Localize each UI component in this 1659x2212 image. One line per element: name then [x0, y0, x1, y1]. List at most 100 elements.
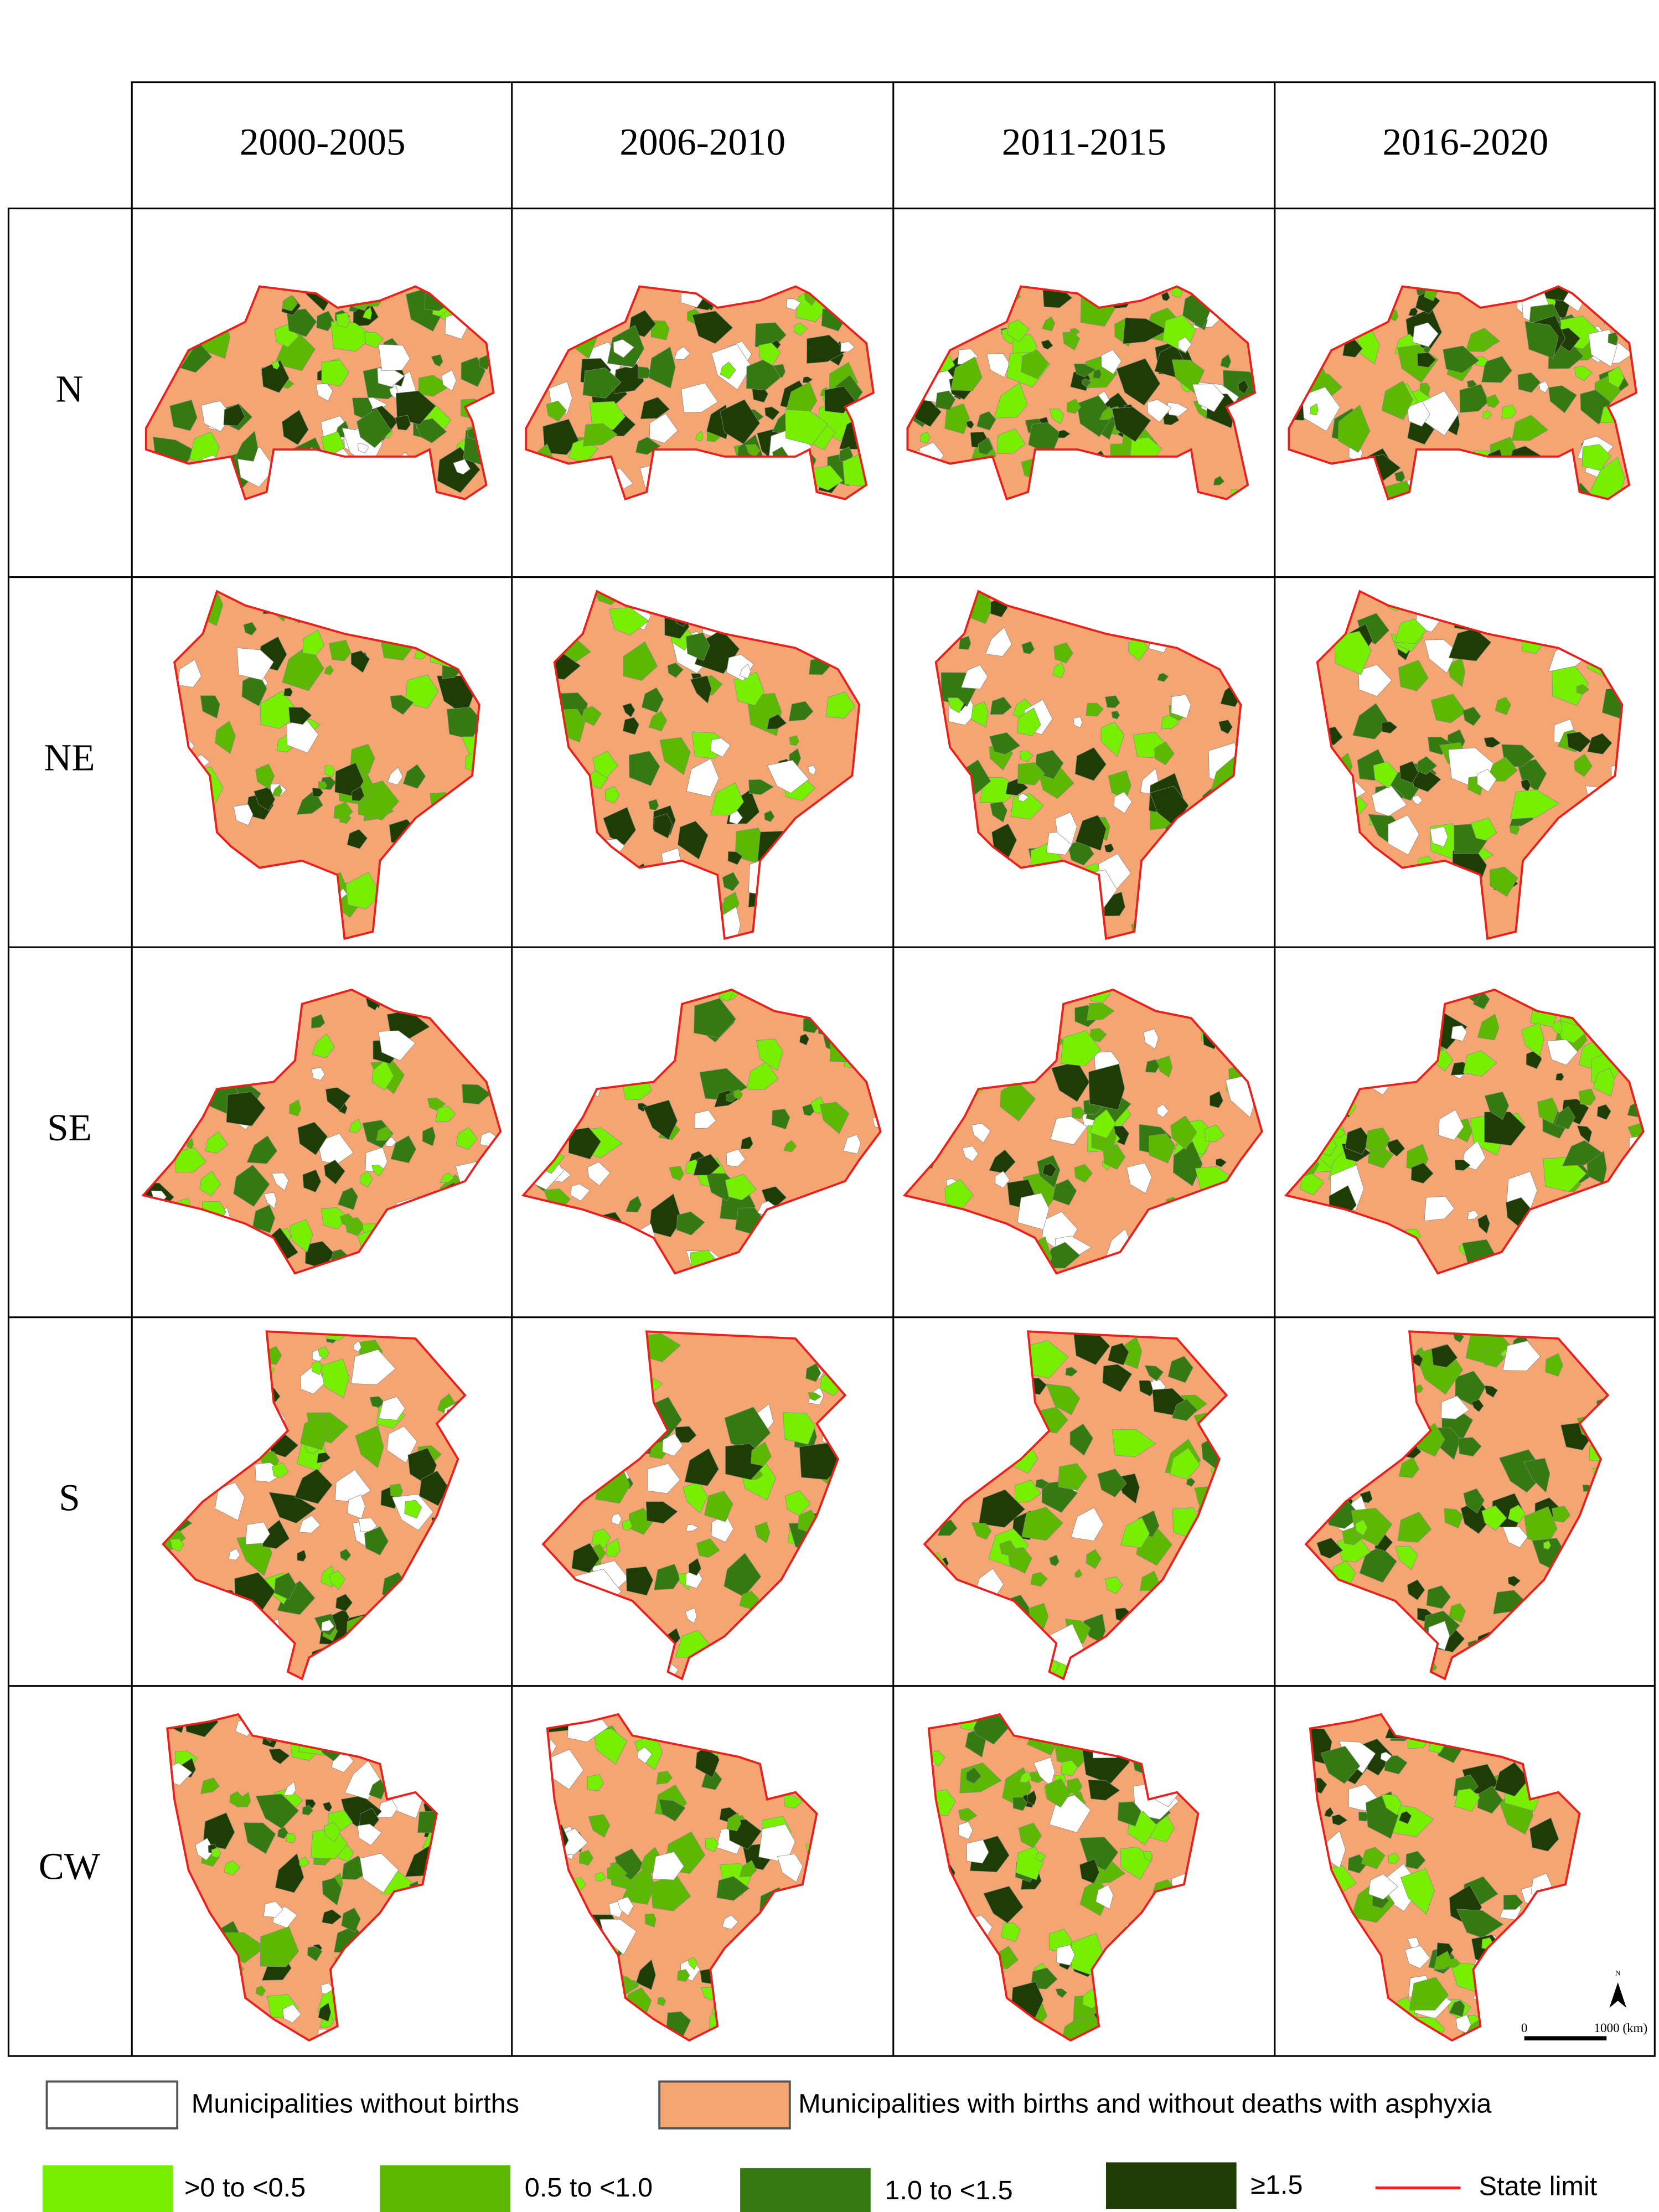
municipality — [1310, 1947, 1325, 1961]
municipality — [211, 1847, 221, 1858]
municipality — [1104, 695, 1120, 709]
municipality — [1204, 1572, 1227, 1603]
municipality — [846, 856, 860, 872]
municipality — [855, 1208, 869, 1221]
municipality — [272, 1462, 289, 1478]
municipality — [330, 321, 375, 352]
municipality — [1373, 1387, 1411, 1423]
municipality — [1603, 1181, 1624, 1202]
municipality — [1221, 599, 1241, 622]
municipality — [706, 1646, 738, 1673]
municipality — [929, 1232, 954, 1259]
municipality — [622, 863, 654, 906]
municipality — [1056, 1945, 1075, 1966]
municipality — [966, 1839, 989, 1864]
municipality — [907, 286, 934, 317]
municipality — [675, 1426, 697, 1443]
municipality — [160, 1104, 190, 1129]
municipality — [621, 1014, 649, 1042]
municipality — [547, 1632, 578, 1652]
municipality — [792, 1227, 819, 1250]
municipality — [554, 1078, 593, 1105]
municipality — [622, 1519, 633, 1531]
municipality — [1149, 1241, 1162, 1258]
municipality — [611, 1513, 622, 1526]
municipality — [1573, 1208, 1599, 1232]
municipality — [1107, 1342, 1129, 1366]
municipality — [247, 1379, 274, 1420]
municipality — [1552, 665, 1589, 706]
municipality — [1371, 1994, 1386, 2012]
municipality — [200, 1777, 220, 1794]
municipality — [192, 1965, 229, 1992]
municipality — [209, 1962, 222, 1978]
municipality — [334, 1955, 345, 1971]
municipality — [379, 611, 402, 643]
municipality — [1067, 1777, 1083, 1795]
legend-label: 0.5 to <1.0 — [525, 2173, 653, 2203]
municipality — [337, 607, 372, 634]
municipality — [1517, 372, 1541, 393]
municipality — [824, 841, 847, 875]
municipality — [1332, 457, 1363, 497]
municipality — [1117, 1801, 1141, 1827]
municipality — [302, 1805, 314, 1816]
municipality — [233, 804, 254, 826]
municipality — [359, 1171, 373, 1188]
municipality — [174, 797, 209, 825]
municipality — [1555, 1072, 1564, 1081]
municipality — [571, 1543, 600, 1573]
municipality — [1366, 1127, 1391, 1153]
municipality — [562, 797, 578, 814]
municipality — [1377, 1335, 1389, 1350]
municipality — [321, 1653, 347, 1679]
municipality — [949, 1227, 984, 1264]
municipality — [587, 1161, 611, 1186]
municipality — [1146, 1993, 1163, 2013]
municipality — [203, 1812, 235, 1849]
municipality — [720, 361, 736, 379]
municipality — [1358, 1811, 1369, 1822]
municipality — [260, 878, 270, 888]
municipality — [1075, 815, 1107, 851]
municipality — [403, 764, 426, 789]
municipality — [1320, 1605, 1348, 1639]
municipality — [543, 1352, 566, 1372]
municipality — [289, 896, 317, 926]
municipality — [1135, 906, 1155, 927]
municipality — [781, 1643, 798, 1661]
municipality — [1345, 1999, 1359, 2013]
municipality — [1006, 1400, 1024, 1417]
municipality — [1154, 1957, 1175, 1981]
legend-label: >0 to <0.5 — [184, 2173, 306, 2203]
municipality — [962, 1146, 979, 1162]
municipality — [286, 308, 317, 337]
municipality — [384, 1964, 397, 1977]
municipality — [726, 1812, 742, 1832]
municipality — [379, 1396, 406, 1420]
municipality — [146, 286, 170, 315]
legend: Municipalities without births Municipalit… — [42, 2080, 1598, 2212]
municipality — [1337, 1928, 1353, 1947]
municipality — [1407, 1010, 1427, 1028]
municipality — [1536, 1638, 1548, 1650]
municipality — [1498, 1263, 1518, 1274]
municipality — [215, 720, 236, 754]
municipality — [1453, 600, 1487, 632]
municipality — [1317, 761, 1338, 790]
municipality — [971, 1123, 991, 1144]
municipality — [978, 1489, 1026, 1528]
municipality — [1394, 471, 1405, 482]
municipality — [419, 1714, 435, 1724]
row-label: CW — [39, 1845, 101, 1888]
municipality — [1471, 1399, 1484, 1413]
municipality — [199, 1171, 221, 1196]
municipality — [990, 802, 1007, 823]
municipality — [1352, 702, 1389, 740]
municipality — [614, 1331, 635, 1343]
municipality — [1398, 1811, 1412, 1825]
municipality — [328, 639, 352, 661]
municipality — [581, 1231, 625, 1263]
municipality — [793, 322, 808, 336]
municipality — [1559, 1219, 1600, 1252]
